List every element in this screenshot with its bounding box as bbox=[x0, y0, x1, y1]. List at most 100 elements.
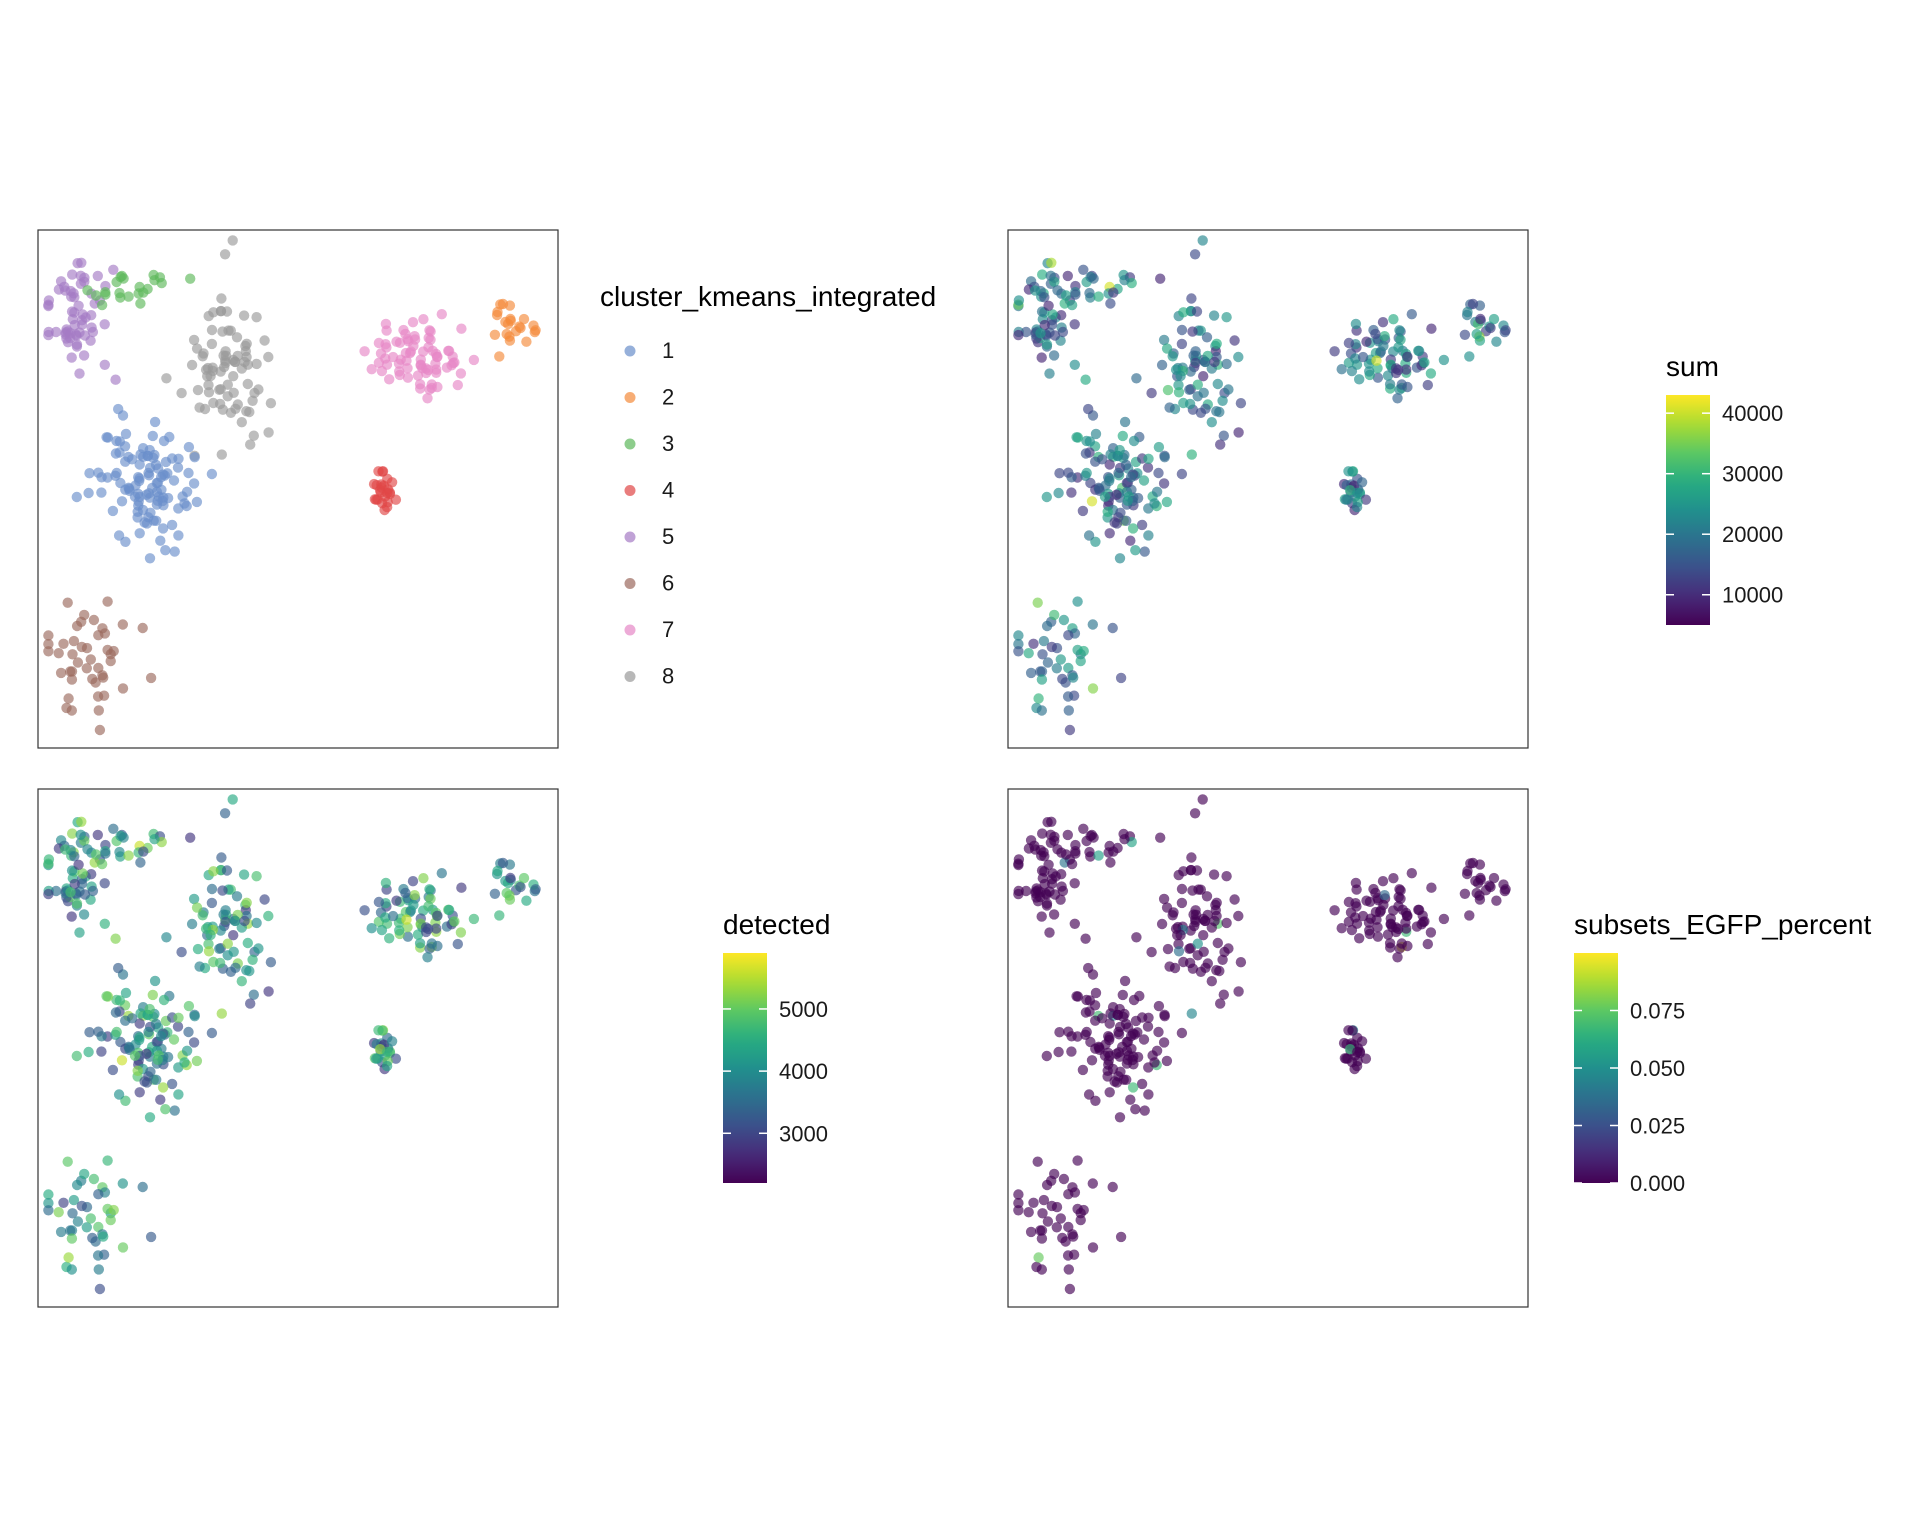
scatter-point bbox=[1119, 834, 1130, 845]
scatter-point bbox=[152, 1054, 163, 1066]
scatter-point bbox=[1080, 933, 1091, 944]
scatter-point bbox=[188, 478, 200, 489]
scatter-point bbox=[114, 846, 125, 858]
scatter-point bbox=[134, 459, 145, 470]
scatter-point bbox=[380, 353, 391, 364]
scatter-point bbox=[1173, 387, 1185, 398]
scatter-point bbox=[43, 854, 55, 865]
scatter-point bbox=[1379, 331, 1390, 342]
scatter-point bbox=[1136, 519, 1148, 531]
scatter-point bbox=[1392, 393, 1403, 404]
legend-label: 5 bbox=[662, 524, 674, 549]
scatter-point bbox=[108, 645, 119, 657]
scatter-point bbox=[489, 329, 501, 340]
scatter-point bbox=[76, 641, 88, 653]
scatter-point bbox=[214, 398, 226, 410]
scatter-point bbox=[149, 416, 161, 428]
scatter-point bbox=[117, 1242, 129, 1253]
scatter-point bbox=[1379, 890, 1390, 901]
scatter-point bbox=[1057, 885, 1069, 897]
scatter-point bbox=[1372, 372, 1384, 383]
scatter-point bbox=[43, 1205, 54, 1216]
scatter-point bbox=[55, 1226, 67, 1238]
scatter-point bbox=[1038, 635, 1050, 647]
scatter-point bbox=[1136, 1078, 1148, 1090]
scatter-point bbox=[239, 356, 250, 368]
scatter-point bbox=[1233, 986, 1244, 997]
scatter-point bbox=[1190, 916, 1201, 928]
scatter-point bbox=[92, 1250, 104, 1261]
scatter-point bbox=[181, 1045, 193, 1057]
scatter-point bbox=[118, 273, 129, 284]
scatter-point bbox=[1053, 1046, 1064, 1058]
scatter-point bbox=[189, 452, 200, 463]
scatter-point bbox=[402, 931, 414, 942]
scatter-point bbox=[113, 1089, 125, 1100]
scatter-point bbox=[1462, 865, 1473, 877]
scatter-point bbox=[96, 1046, 107, 1057]
scatter-point bbox=[1161, 496, 1173, 508]
scatter-point bbox=[1178, 866, 1189, 877]
scatter-point bbox=[253, 943, 264, 954]
scatter-point bbox=[1104, 473, 1115, 484]
scatter-point bbox=[59, 844, 71, 855]
scatter-point bbox=[1167, 910, 1178, 921]
scatter-point bbox=[412, 929, 424, 940]
scatter-point bbox=[1393, 923, 1404, 935]
scatter-point bbox=[1233, 427, 1244, 438]
scatter-point bbox=[93, 1264, 105, 1275]
scatter-point bbox=[1057, 673, 1068, 685]
scatter-point bbox=[1102, 506, 1113, 517]
scatter-point bbox=[505, 872, 516, 884]
scatter-point bbox=[1051, 1222, 1063, 1233]
scatter-point bbox=[1197, 794, 1208, 805]
scatter-point bbox=[1053, 487, 1064, 499]
scatter-point bbox=[1187, 326, 1198, 337]
scatter-point bbox=[93, 1189, 104, 1200]
scatter-point bbox=[1090, 428, 1102, 440]
legend-title-sum: sum bbox=[1666, 351, 1719, 382]
scatter-point bbox=[1462, 306, 1473, 318]
scatter-point bbox=[144, 1112, 156, 1123]
scatter-point bbox=[1215, 439, 1226, 450]
scatter-point bbox=[134, 528, 145, 539]
scatter-point bbox=[72, 657, 84, 668]
scatter-point bbox=[110, 933, 121, 944]
scatter-point bbox=[200, 923, 212, 934]
scatter-point bbox=[1104, 459, 1115, 470]
scatter-point bbox=[1047, 309, 1058, 320]
scatter-point bbox=[394, 366, 405, 377]
scatter-point bbox=[228, 387, 239, 398]
scatter-point bbox=[1186, 1008, 1198, 1019]
scatter-point bbox=[220, 916, 231, 928]
scatter-point bbox=[161, 932, 172, 943]
scatter-point bbox=[1115, 507, 1126, 518]
scatter-point bbox=[443, 345, 455, 357]
scatter-point bbox=[1105, 857, 1116, 868]
scatter-point bbox=[1077, 505, 1089, 517]
colorbar-tick-label: 40000 bbox=[1722, 401, 1783, 426]
scatter-point bbox=[456, 323, 467, 334]
scatter-point bbox=[521, 336, 532, 347]
legend-swatch bbox=[624, 578, 636, 589]
scatter-point bbox=[114, 287, 125, 299]
scatter-point bbox=[1037, 828, 1048, 839]
scatter-point bbox=[172, 1021, 184, 1032]
scatter-point bbox=[1170, 364, 1182, 375]
scatter-point bbox=[92, 270, 104, 282]
scatter-point bbox=[73, 859, 84, 870]
scatter-point bbox=[43, 1197, 54, 1209]
legend-label: 6 bbox=[662, 571, 674, 596]
scatter-point bbox=[1037, 1208, 1048, 1219]
scatter-point bbox=[1378, 899, 1389, 911]
scatter-point bbox=[149, 834, 160, 845]
scatter-point bbox=[1223, 943, 1234, 954]
scatter-point bbox=[1413, 904, 1425, 916]
scatter-point bbox=[1149, 1057, 1160, 1068]
scatter-point bbox=[265, 957, 277, 968]
scatter-point bbox=[1070, 289, 1081, 300]
scatter-point bbox=[1048, 350, 1060, 361]
scatter-point bbox=[101, 432, 112, 443]
scatter-point bbox=[530, 325, 541, 336]
scatter-point bbox=[1372, 363, 1383, 374]
